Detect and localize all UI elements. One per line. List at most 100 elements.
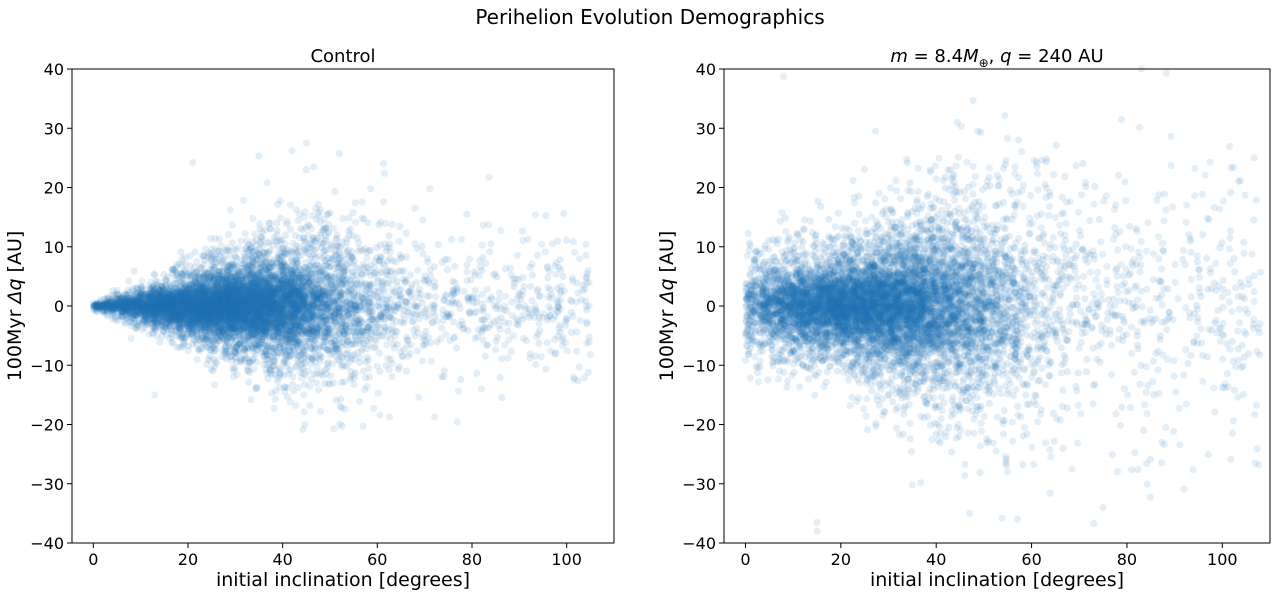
scatter-point [115,291,123,299]
scatter-point [448,235,456,244]
scatter-point [485,221,493,229]
scatter-point [216,310,224,318]
scatter-point [527,282,535,291]
scatter-point [195,287,204,296]
scatter-point [212,283,220,291]
scatter-point [520,282,528,290]
scatter-point [452,344,461,352]
scatter-point [409,326,418,334]
scatter-point [184,289,192,298]
scatter-point [373,244,381,252]
scatter-point [362,374,370,382]
scatter-point [204,304,212,312]
scatter-point [300,408,308,416]
scatter-point [247,280,255,288]
scatter-point [255,325,263,333]
scatter-point [518,227,526,235]
scatter-point [228,239,236,247]
scatter-point [227,272,235,280]
scatter-point [347,225,355,233]
scatter-point [292,206,300,214]
scatter-point [175,259,184,268]
scatter-point [187,268,195,276]
scatter-point [138,277,146,285]
scatter-point [181,295,189,303]
scatter-point [242,272,250,281]
scatter-point [265,311,274,319]
scatter-point [418,357,427,365]
scatter-point [224,230,233,239]
scatter-point [215,292,223,300]
scatter-point [225,299,233,307]
scatter-point [258,235,266,243]
scatter-point [374,389,382,397]
scatter-point [180,307,188,315]
scatter-point [272,271,280,279]
scatter-point [241,293,249,301]
scatter-point [322,317,330,326]
scatter-point [251,333,259,342]
scatter-point [463,261,471,269]
scatter-point [255,311,263,319]
scatter-point [450,333,458,341]
scatter-point [451,262,459,270]
scatter-point [376,411,384,419]
scatter-point [478,241,486,249]
scatter-point [202,300,210,308]
scatter-point [131,301,139,309]
scatter-point [195,313,203,321]
scatter-point [196,313,204,322]
scatter-point [97,304,105,312]
scatter-point [287,201,295,209]
scatter-point [218,353,226,361]
scatter-point [194,287,202,295]
scatter-point [284,320,292,328]
scatter-point [240,303,248,311]
scatter-point [534,285,542,293]
scatter-point [292,322,300,330]
scatter-point [230,296,238,304]
scatter-point [167,293,175,301]
scatter-point [215,289,223,297]
scatter-point [163,293,171,301]
scatter-point [504,354,512,362]
scatter-point [254,279,262,287]
scatter-point [324,327,332,335]
scatter-point [312,294,320,302]
scatter-point [263,351,272,359]
scatter-point [296,308,304,316]
scatter-point [307,225,315,233]
scatter-point [535,339,543,347]
scatter-point [427,357,435,365]
scatter-point [294,321,302,329]
scatter-point [107,298,115,306]
scatter-point [271,395,279,403]
scatter-point [185,292,193,300]
scatter-point [292,321,300,329]
scatter-point [389,315,397,323]
scatter-point [256,290,264,298]
scatter-point [162,295,170,303]
scatter-point [241,230,249,238]
scatter-point [272,324,280,332]
scatter-point [168,303,176,312]
scatter-point [137,307,145,315]
scatter-point [217,297,225,305]
scatter-point [194,289,202,297]
scatter-point [207,307,215,315]
scatter-point [324,228,332,236]
scatter-point [267,273,275,281]
scatter-point [188,300,196,308]
scatter-point [414,266,422,275]
scatter-point [208,245,216,253]
scatter-point [341,405,349,413]
scatter-point [542,212,550,220]
scatter-point [492,346,500,354]
scatter-point [232,294,240,302]
scatter-point [235,282,243,290]
scatter-point [256,240,265,248]
scatter-point [355,397,363,406]
scatter-point [387,295,395,303]
scatter-point [571,248,579,256]
